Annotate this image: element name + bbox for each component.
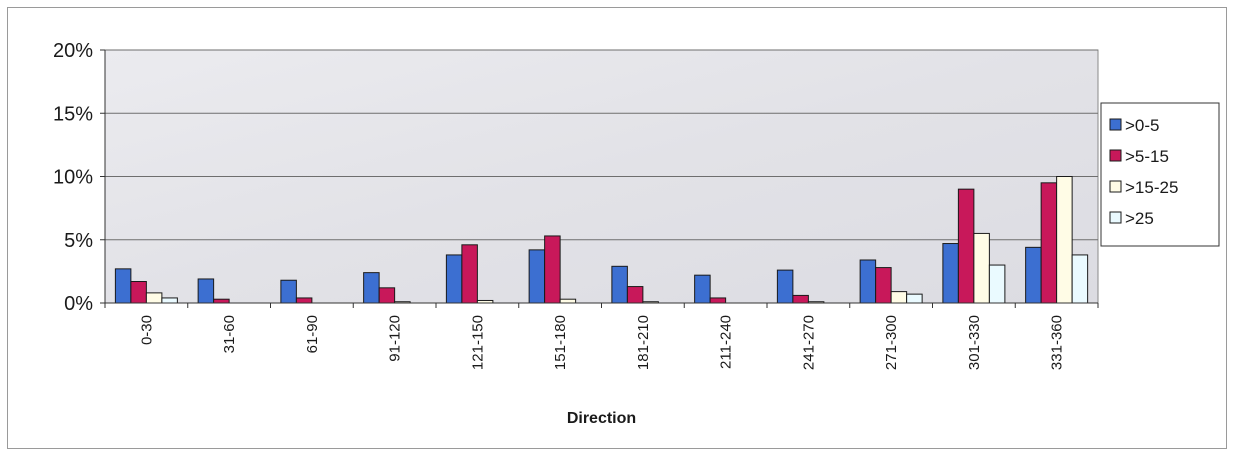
y-tick-label: 15%: [53, 103, 93, 125]
bar: [859, 259, 877, 304]
bar: [611, 265, 628, 304]
bar: [776, 269, 794, 304]
x-tick-label: 31-60: [221, 315, 238, 353]
bar: [378, 287, 396, 304]
bar: [988, 264, 1006, 304]
bar: [1056, 176, 1073, 304]
bar: [875, 267, 892, 304]
x-tick-label: 151-180: [552, 315, 569, 370]
bar: [161, 297, 178, 304]
legend-label: >0-5: [1125, 116, 1160, 135]
bar: [694, 274, 711, 304]
bar: [363, 272, 380, 304]
bar: [709, 297, 727, 304]
bar: [1071, 254, 1089, 304]
bar: [1040, 182, 1058, 304]
y-tick-label: 10%: [53, 167, 93, 189]
bar: [145, 292, 163, 304]
bar: [295, 297, 313, 304]
legend-swatch: [1109, 149, 1122, 162]
x-tick-label: 0-30: [138, 315, 155, 345]
bar: [559, 298, 577, 304]
bar: [906, 293, 923, 304]
bar: [792, 294, 809, 304]
legend-label: >5-15: [1125, 147, 1169, 166]
x-tick-label: 301-330: [966, 315, 983, 370]
bar: [114, 268, 132, 304]
bar: [528, 249, 546, 304]
legend-label: >15-25: [1125, 178, 1178, 197]
legend-swatch: [1109, 118, 1122, 131]
x-tick-label: 271-300: [883, 315, 900, 370]
bar: [130, 281, 147, 304]
bar: [213, 298, 230, 304]
bar: [280, 279, 297, 304]
bar-chart: 0% 5% 10% 15% 20% 0-30 31-60 61-90 91-120 121-15…: [53, 40, 1220, 427]
x-tick-label: 211-240: [718, 315, 735, 369]
chart-frame: 0% 5% 10% 15% 20% 0-30 31-60 61-90 91-120 121-15…: [7, 7, 1227, 449]
legend-label: >25: [1125, 209, 1154, 228]
legend-swatch: [1109, 211, 1122, 224]
legend-swatch: [1109, 180, 1122, 193]
x-tick-label: 181-210: [635, 315, 652, 370]
bar: [461, 244, 478, 304]
x-axis-title: Direction: [567, 410, 636, 427]
y-tick-label: 0%: [64, 293, 93, 315]
bar: [890, 291, 908, 304]
y-tick-label: 20%: [53, 40, 93, 62]
x-tick-label: 331-360: [1049, 315, 1066, 370]
bar: [197, 278, 215, 304]
x-tick-label: 121-150: [469, 315, 486, 370]
x-tick-label: 61-90: [304, 315, 321, 353]
x-tick-label: 241-270: [800, 315, 817, 370]
x-tick-label: 91-120: [387, 315, 404, 362]
bar: [973, 232, 990, 304]
bar: [445, 254, 463, 304]
bar: [626, 286, 644, 304]
bar: [957, 188, 975, 304]
y-tick-label: 5%: [64, 230, 93, 252]
bar: [544, 235, 561, 304]
bar: [942, 243, 959, 304]
bar: [1025, 246, 1042, 304]
